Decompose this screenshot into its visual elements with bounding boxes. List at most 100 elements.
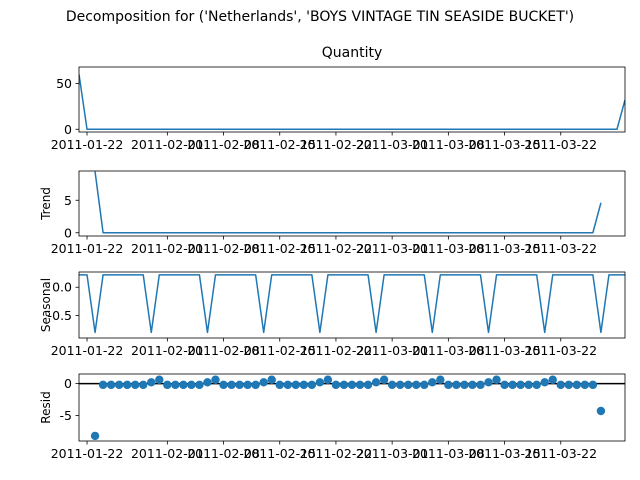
- resid-point: [139, 380, 148, 390]
- resid-point: [460, 380, 469, 390]
- x-tick-label: 2011-02-15: [243, 343, 316, 358]
- x-tick-label: 2011-02-01: [131, 343, 204, 358]
- resid-point: [404, 380, 413, 390]
- plot-area: [94, 171, 602, 234]
- x-tick-label: 2011-03-08: [412, 446, 485, 461]
- resid-point: [347, 380, 357, 390]
- x-tick-label: 2011-02-08: [187, 137, 260, 152]
- resid-point: [580, 380, 590, 390]
- x-tick-label: 2011-02-15: [243, 137, 316, 152]
- resid-point: [588, 380, 598, 390]
- y-tick-label: 0: [64, 376, 72, 391]
- x-tick-label: 2011-03-08: [412, 343, 485, 358]
- x-tick-label: 2011-02-01: [131, 446, 204, 461]
- resid-point: [203, 378, 212, 387]
- figure-suptitle: Decomposition for ('Netherlands', 'BOYS …: [66, 9, 574, 25]
- series-line: [94, 171, 602, 234]
- resid-point: [596, 406, 606, 416]
- resid-point: [283, 380, 292, 390]
- resid-point: [428, 378, 437, 387]
- x-tick-label: 2011-03-22: [524, 241, 597, 256]
- x-tick-label: 2011-03-01: [356, 241, 429, 256]
- y-tick-label: -5: [60, 408, 72, 423]
- resid-point: [307, 380, 317, 390]
- resid-point: [540, 378, 549, 387]
- resid-point: [331, 380, 341, 390]
- resid-point: [219, 380, 228, 390]
- x-tick-label: 2011-02-22: [300, 241, 373, 256]
- resid-point: [122, 380, 132, 390]
- resid-point: [476, 380, 485, 390]
- resid-point: [131, 380, 140, 390]
- x-tick-label: 2011-02-01: [131, 241, 204, 256]
- resid-point: [363, 380, 373, 390]
- resid-point: [564, 380, 573, 390]
- x-tick-label: 2011-01-22: [51, 137, 124, 152]
- plot-area: [79, 274, 625, 334]
- x-tick-label: 2011-03-15: [468, 241, 541, 256]
- x-tick-label: 2011-03-15: [468, 446, 541, 461]
- resid-point: [114, 380, 124, 390]
- resid-point: [572, 380, 582, 390]
- x-tick-label: 2011-03-15: [468, 343, 541, 358]
- x-tick-label: 2011-02-08: [187, 241, 260, 256]
- resid-point: [227, 380, 236, 390]
- resid-point: [387, 380, 397, 390]
- y-tick-label: 0.0: [52, 280, 72, 295]
- resid-point: [412, 380, 421, 390]
- resid-point: [171, 380, 180, 390]
- plot-area: [79, 74, 625, 131]
- resid-point: [275, 380, 284, 390]
- resid-point: [243, 380, 252, 390]
- resid-point: [211, 375, 220, 384]
- resid-point: [420, 380, 429, 390]
- resid-point: [508, 380, 517, 390]
- y-axis-label: Trend: [39, 187, 53, 221]
- x-tick-label: 2011-02-08: [187, 446, 260, 461]
- x-tick-label: 2011-02-22: [300, 446, 373, 461]
- resid-point: [179, 380, 188, 390]
- x-tick-label: 2011-02-22: [300, 137, 373, 152]
- resid-point: [251, 380, 260, 390]
- resid-point: [371, 378, 381, 387]
- resid-point: [155, 375, 164, 384]
- resid-point: [163, 380, 172, 390]
- resid-point: [379, 375, 389, 384]
- y-axis-label: Resid: [39, 391, 53, 423]
- panel-title: Quantity: [322, 45, 383, 61]
- resid-point: [90, 431, 100, 441]
- axes-frame: [78, 373, 626, 442]
- x-tick-label: 2011-03-22: [524, 137, 597, 152]
- resid-point: [323, 375, 333, 384]
- x-tick-label: 2011-03-08: [412, 137, 485, 152]
- x-tick-label: 2011-03-01: [356, 137, 429, 152]
- axes-frame: [78, 66, 626, 133]
- x-tick-label: 2011-03-22: [524, 343, 597, 358]
- resid-point: [355, 380, 365, 390]
- x-tick-label: 2011-01-22: [51, 343, 124, 358]
- resid-point: [299, 380, 309, 390]
- resid-point: [195, 380, 204, 390]
- y-tick-label: -0.5: [48, 308, 72, 323]
- series-line: [79, 74, 625, 131]
- resid-point: [339, 380, 349, 390]
- plot-area: [79, 375, 625, 441]
- x-tick-label: 2011-02-15: [243, 241, 316, 256]
- resid-point: [106, 380, 116, 390]
- x-tick-label: 2011-02-08: [187, 343, 260, 358]
- resid-point: [187, 380, 196, 390]
- y-tick-label: 50: [56, 76, 72, 91]
- x-tick-label: 2011-01-22: [51, 241, 124, 256]
- x-tick-label: 2011-03-01: [356, 343, 429, 358]
- x-tick-label: 2011-01-22: [51, 446, 124, 461]
- x-tick-label: 2011-02-22: [300, 343, 373, 358]
- axes-frame: [78, 271, 626, 339]
- resid-point: [500, 380, 509, 390]
- resid-point: [516, 380, 525, 390]
